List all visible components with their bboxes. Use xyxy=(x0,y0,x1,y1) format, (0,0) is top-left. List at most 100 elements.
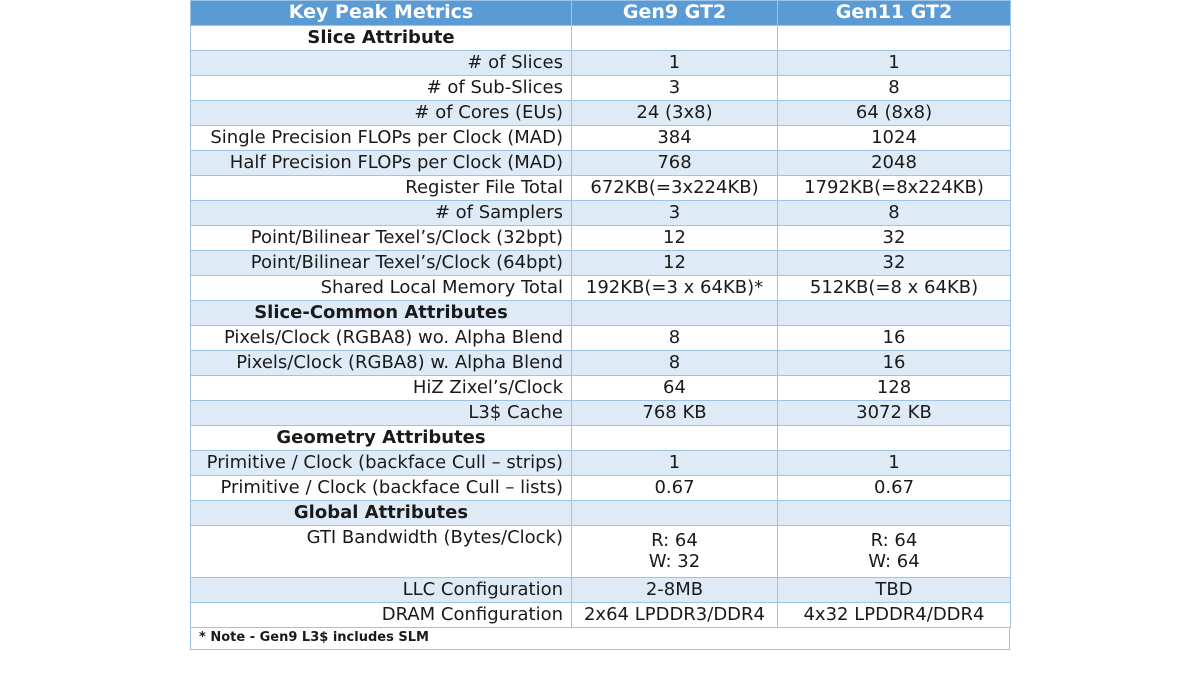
metric-label: Shared Local Memory Total xyxy=(190,275,572,301)
gen9-value: 384 xyxy=(571,125,778,151)
gen9-value: 1 xyxy=(571,450,778,476)
metric-label: Primitive / Clock (backface Cull – lists… xyxy=(190,475,572,501)
metric-label: LLC Configuration xyxy=(190,577,572,603)
empty-cell xyxy=(777,425,1011,451)
empty-cell xyxy=(571,25,778,51)
gen9-value: 24 (3x8) xyxy=(571,100,778,126)
gen11-value: TBD xyxy=(777,577,1011,603)
header-gen9: Gen9 GT2 xyxy=(571,0,778,26)
table-row: HiZ Zixel’s/Clock 64 128 xyxy=(190,375,1011,401)
gen11-value: 64 (8x8) xyxy=(777,100,1011,126)
gen11-value: 8 xyxy=(777,200,1011,226)
table-row: DRAM Configuration 2x64 LPDDR3/DDR4 4x32 L… xyxy=(190,602,1011,628)
metric-label: Half Precision FLOPs per Clock (MAD) xyxy=(190,150,572,176)
table-row: Pixels/Clock (RGBA8) wo. Alpha Blend 8 16 xyxy=(190,325,1011,351)
metric-label: Point/Bilinear Texel’s/Clock (32bpt) xyxy=(190,225,572,251)
gen11-value: R: 64 W: 64 xyxy=(777,525,1011,578)
metric-label: Single Precision FLOPs per Clock (MAD) xyxy=(190,125,572,151)
header-gen11: Gen11 GT2 xyxy=(777,0,1011,26)
gen9-value: 2x64 LPDDR3/DDR4 xyxy=(571,602,778,628)
gen9-value-line: W: 32 xyxy=(648,550,701,572)
section-row: Global Attributes xyxy=(190,500,1011,526)
table-row: # of Cores (EUs) 24 (3x8) 64 (8x8) xyxy=(190,100,1011,126)
gen11-value: 128 xyxy=(777,375,1011,401)
section-title: Slice Attribute xyxy=(190,25,572,51)
metric-label: Register File Total xyxy=(190,175,572,201)
empty-cell xyxy=(777,300,1011,326)
gen9-value: 3 xyxy=(571,75,778,101)
metric-label: # of Slices xyxy=(190,50,572,76)
section-title: Slice-Common Attributes xyxy=(190,300,572,326)
empty-cell xyxy=(571,500,778,526)
gen11-value: 16 xyxy=(777,325,1011,351)
metric-label: Point/Bilinear Texel’s/Clock (64bpt) xyxy=(190,250,572,276)
metrics-table: Key Peak Metrics Gen9 GT2 Gen11 GT2 Slic… xyxy=(190,0,1011,628)
header-row: Key Peak Metrics Gen9 GT2 Gen11 GT2 xyxy=(190,0,1011,26)
gen9-value: 768 xyxy=(571,150,778,176)
section-title: Global Attributes xyxy=(190,500,572,526)
gen11-value-line: R: 64 xyxy=(870,529,918,551)
gen11-value: 2048 xyxy=(777,150,1011,176)
metric-label: # of Samplers xyxy=(190,200,572,226)
gen9-value: 8 xyxy=(571,325,778,351)
gen11-value: 1 xyxy=(777,450,1011,476)
gen9-value: 12 xyxy=(571,250,778,276)
table-row: Shared Local Memory Total 192KB(=3 x 64KB… xyxy=(190,275,1011,301)
table-row: # of Sub-Slices 3 8 xyxy=(190,75,1011,101)
gen11-value: 8 xyxy=(777,75,1011,101)
metric-label: # of Sub-Slices xyxy=(190,75,572,101)
table-row: GTI Bandwidth (Bytes/Clock) R: 64 W: 32 R: … xyxy=(190,525,1011,578)
gen9-value: 192KB(=3 x 64KB)* xyxy=(571,275,778,301)
gen9-value: 768 KB xyxy=(571,400,778,426)
table-row: Register File Total 672KB(=3x224KB) 1792KB… xyxy=(190,175,1011,201)
gen9-value: 64 xyxy=(571,375,778,401)
gen9-value: 672KB(=3x224KB) xyxy=(571,175,778,201)
gen9-value-line: R: 64 xyxy=(651,529,698,551)
table-row: Primitive / Clock (backface Cull – strip… xyxy=(190,450,1011,476)
metric-label: Pixels/Clock (RGBA8) wo. Alpha Blend xyxy=(190,325,572,351)
footnote: * Note - Gen9 L3$ includes SLM xyxy=(190,628,1010,650)
table-row: # of Samplers 3 8 xyxy=(190,200,1011,226)
gen9-value: R: 64 W: 32 xyxy=(571,525,778,578)
metric-label: Primitive / Clock (backface Cull – strip… xyxy=(190,450,572,476)
gen11-value: 4x32 LPDDR4/DDR4 xyxy=(777,602,1011,628)
header-metrics: Key Peak Metrics xyxy=(190,0,572,26)
metrics-sheet: Key Peak Metrics Gen9 GT2 Gen11 GT2 Slic… xyxy=(190,0,1011,675)
gen9-value: 12 xyxy=(571,225,778,251)
table-row: Half Precision FLOPs per Clock (MAD) 768 2… xyxy=(190,150,1011,176)
empty-cell xyxy=(571,425,778,451)
empty-cell xyxy=(777,25,1011,51)
gen9-value: 0.67 xyxy=(571,475,778,501)
table-row: LLC Configuration 2-8MB TBD xyxy=(190,577,1011,603)
metrics-body: Slice Attribute # of Slices 1 1 # of Sub-Sli… xyxy=(190,25,1011,628)
gen11-value-line: W: 64 xyxy=(868,550,920,572)
table-row: Point/Bilinear Texel’s/Clock (32bpt) 12 32 xyxy=(190,225,1011,251)
table-row: L3$ Cache 768 KB 3072 KB xyxy=(190,400,1011,426)
gen11-value: 0.67 xyxy=(777,475,1011,501)
table-row: Primitive / Clock (backface Cull – lists… xyxy=(190,475,1011,501)
table-row: Single Precision FLOPs per Clock (MAD) 38… xyxy=(190,125,1011,151)
metric-label: L3$ Cache xyxy=(190,400,572,426)
metric-label: Pixels/Clock (RGBA8) w. Alpha Blend xyxy=(190,350,572,376)
gen9-value: 2-8MB xyxy=(571,577,778,603)
gen11-value: 512KB(=8 x 64KB) xyxy=(777,275,1011,301)
gen9-value: 3 xyxy=(571,200,778,226)
empty-cell xyxy=(777,500,1011,526)
gen11-value: 32 xyxy=(777,225,1011,251)
gen11-value: 1024 xyxy=(777,125,1011,151)
metric-label: HiZ Zixel’s/Clock xyxy=(190,375,572,401)
section-row: Slice-Common Attributes xyxy=(190,300,1011,326)
gen11-value: 3072 KB xyxy=(777,400,1011,426)
section-title: Geometry Attributes xyxy=(190,425,572,451)
gen9-value: 1 xyxy=(571,50,778,76)
table-row: Point/Bilinear Texel’s/Clock (64bpt) 12 32 xyxy=(190,250,1011,276)
gen9-value: 8 xyxy=(571,350,778,376)
metric-label: GTI Bandwidth (Bytes/Clock) xyxy=(190,525,572,578)
empty-cell xyxy=(571,300,778,326)
section-row: Slice Attribute xyxy=(190,25,1011,51)
metric-label: # of Cores (EUs) xyxy=(190,100,572,126)
gen11-value: 16 xyxy=(777,350,1011,376)
gen11-value: 32 xyxy=(777,250,1011,276)
table-row: # of Slices 1 1 xyxy=(190,50,1011,76)
gen11-value: 1792KB(=8x224KB) xyxy=(777,175,1011,201)
